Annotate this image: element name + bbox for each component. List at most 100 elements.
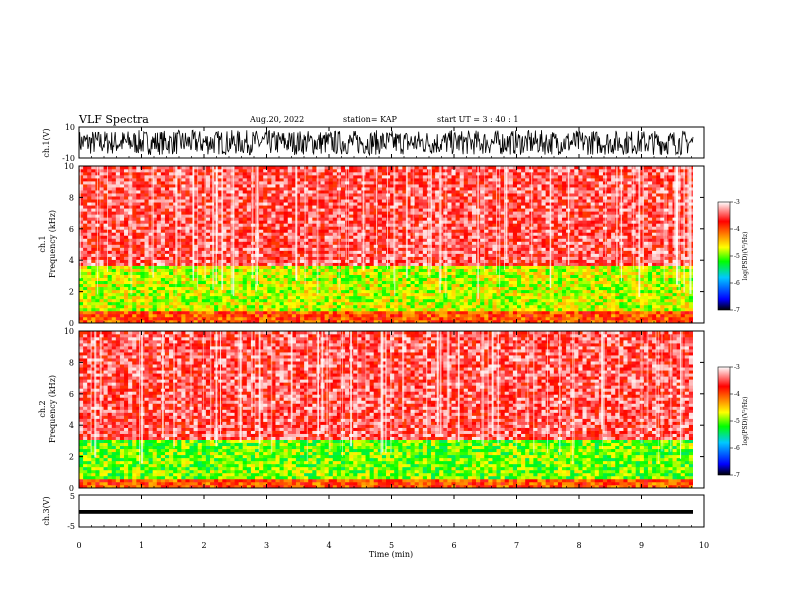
spectrogram-cell: [321, 263, 325, 266]
spectrogram-cell: [325, 305, 329, 308]
spectrogram-cell: [300, 311, 304, 314]
spectrogram-cell: [411, 269, 415, 272]
spectrogram-cell: [550, 317, 554, 320]
spectrogram-cell: [357, 254, 361, 257]
spectrogram-cell: [656, 238, 660, 241]
spectrogram-cell: [570, 254, 574, 257]
spectrogram-cell: [652, 241, 656, 244]
spectrogram-cell: [361, 314, 365, 317]
spectrogram-cell: [542, 272, 546, 275]
spectrogram-cell: [370, 311, 374, 314]
spectrogram-cell: [333, 266, 337, 269]
spectrogram-cell: [660, 299, 664, 302]
spectrogram-cell: [243, 263, 247, 266]
spectrogram-cell: [181, 269, 185, 272]
spectrogram-cell: [144, 281, 148, 284]
spectrogram-cell: [562, 293, 566, 296]
spectrogram-cell: [353, 238, 357, 241]
spectrogram-cell: [255, 302, 259, 305]
spectrogram-cell: [226, 293, 230, 296]
spectrogram-cell: [357, 263, 361, 266]
spectrogram-cell: [353, 284, 357, 287]
spectrogram-cell: [435, 311, 439, 314]
spectrogram-cell: [337, 308, 341, 311]
spectrogram-cell: [607, 245, 611, 248]
spectrogram-cell: [173, 275, 177, 278]
spectrogram-cell: [664, 260, 668, 263]
spectrogram-cell: [333, 248, 337, 251]
spectrogram-cell: [247, 248, 251, 251]
spectrogram-cell: [615, 293, 619, 296]
spectrogram-cell: [419, 229, 423, 232]
spectrogram-cell: [603, 235, 607, 238]
spectrogram-cell: [120, 290, 124, 293]
spectrogram-cell: [247, 317, 251, 320]
spectrogram-cell: [570, 314, 574, 317]
spectrogram-cell: [623, 308, 627, 311]
spectrogram-cell: [173, 287, 177, 290]
spectrogram-cell: [341, 266, 345, 269]
spectrogram-cell: [169, 251, 173, 254]
spectrogram-cell: [468, 281, 472, 284]
spectrogram-cell: [603, 308, 607, 311]
spectrogram-cell: [284, 241, 288, 244]
spectrogram-cell: [480, 272, 484, 275]
spectrogram-cell: [177, 299, 181, 302]
spectrogram-cell: [497, 284, 501, 287]
spectrogram-cell: [607, 257, 611, 260]
spectrogram-cell: [104, 299, 108, 302]
spectrogram-cell: [562, 226, 566, 229]
spectrogram-cell: [644, 296, 648, 299]
spectrogram-cell: [267, 226, 271, 229]
spectrogram-cell: [517, 317, 521, 320]
spectrogram-cell: [607, 269, 611, 272]
spectrogram-cell: [656, 226, 660, 229]
spectrogram-cell: [509, 235, 513, 238]
spectrogram-cell: [460, 287, 464, 290]
spectrogram-cell: [108, 302, 112, 305]
spectrogram-cell: [157, 317, 161, 320]
spectrogram-cell: [607, 290, 611, 293]
spectrogram-cell: [501, 290, 505, 293]
spectrogram-cell: [542, 281, 546, 284]
spectrogram-cell: [644, 263, 648, 266]
spectrogram-cell: [361, 281, 365, 284]
spectrogram-cell: [267, 269, 271, 272]
spectrogram-cell: [104, 308, 108, 311]
spectrogram-cell: [456, 251, 460, 254]
spectrogram-cell: [611, 223, 615, 226]
spectrogram-cell: [546, 260, 550, 263]
spectrogram-cell: [177, 245, 181, 248]
spectrogram-cell: [83, 311, 87, 314]
spectrogram-cell: [165, 232, 169, 235]
spectrogram-cell: [366, 302, 370, 305]
spectrogram-cell: [255, 296, 259, 299]
spectrogram-cell: [280, 257, 284, 260]
spectrogram-cell: [280, 290, 284, 293]
spectrogram-cell: [578, 275, 582, 278]
spectrogram-cell: [525, 275, 529, 278]
spectrogram-cell: [402, 281, 406, 284]
spectrogram-cell: [668, 226, 672, 229]
spectrogram-cell: [468, 269, 472, 272]
spectrogram-cell: [181, 305, 185, 308]
spectrogram-cell: [570, 238, 574, 241]
spectrogram-cell: [280, 238, 284, 241]
spectrogram-cell: [144, 302, 148, 305]
spectrogram-cell: [235, 226, 239, 229]
spectrogram-cell: [525, 229, 529, 232]
spectrogram-cell: [91, 293, 95, 296]
spectrogram-cell: [226, 272, 230, 275]
spectrogram-cell: [435, 308, 439, 311]
spectrogram-cell: [611, 314, 615, 317]
spectrogram-cell: [599, 251, 603, 254]
spectrogram-cell: [165, 257, 169, 260]
spectrogram-cell: [542, 308, 546, 311]
spectrogram-cell: [603, 226, 607, 229]
spectrogram-cell: [521, 275, 525, 278]
spectrogram-cell: [464, 284, 468, 287]
spectrogram-cell: [136, 226, 140, 229]
spectrogram-cell: [517, 299, 521, 302]
spectrogram-cell: [447, 260, 451, 263]
spectrogram-cell: [652, 290, 656, 293]
